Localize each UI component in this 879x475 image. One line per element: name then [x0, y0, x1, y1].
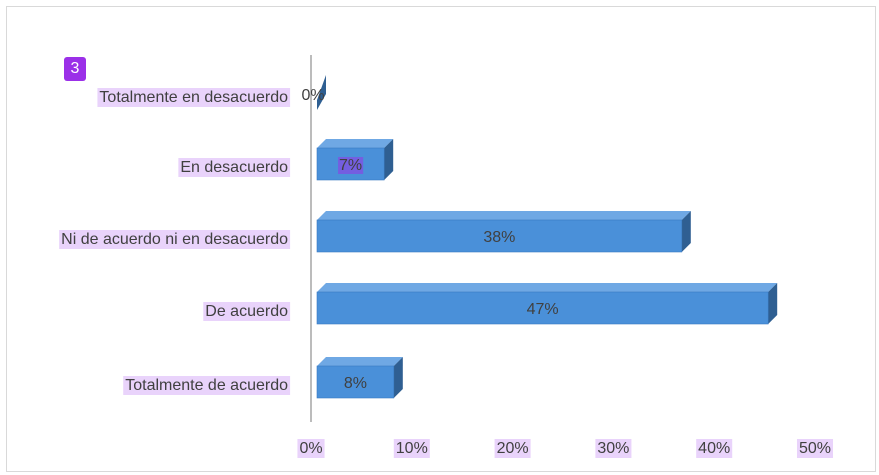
tick-highlight — [696, 439, 733, 458]
label-highlight — [123, 376, 291, 395]
data-label-0: 0% — [301, 87, 324, 104]
category-label-text: De acuerdo — [205, 303, 288, 320]
annotation-badge: 3 — [64, 57, 86, 81]
bar-4 — [316, 357, 403, 399]
bar-side-face — [384, 139, 394, 180]
data-label-4: 8% — [344, 375, 367, 392]
category-label-3: De acuerdo — [203, 302, 291, 321]
bar-0 — [317, 75, 326, 110]
bar-3 — [316, 283, 778, 325]
x-tick-labels: 0% 10% 20% 30% 40% 50% — [297, 439, 834, 458]
data-label-text: 8% — [344, 375, 367, 392]
label-highlight — [203, 302, 291, 321]
data-labels: 0% 7% 38% 47% 8% — [301, 87, 558, 392]
x-tick-label: 0% — [299, 440, 322, 457]
data-label-highlight — [338, 157, 364, 174]
bars-layer — [316, 75, 778, 399]
bar-side-face — [681, 211, 691, 252]
tick-highlight — [595, 439, 632, 458]
bar-side-face — [393, 357, 403, 398]
x-tick-0: 0% — [297, 439, 325, 458]
bar-front-face — [316, 291, 769, 325]
x-tick-label: 40% — [698, 440, 730, 457]
category-label-1: En desacuerdo — [178, 158, 291, 177]
x-tick-label: 10% — [396, 440, 428, 457]
x-tick-2: 20% — [494, 439, 531, 458]
bar-top-face — [317, 283, 778, 292]
label-highlight — [178, 158, 291, 177]
tick-highlight — [393, 439, 430, 458]
data-label-3: 47% — [527, 301, 559, 318]
category-label-0: Totalmente en desacuerdo — [97, 88, 291, 107]
bar-side-face — [768, 283, 778, 324]
x-tick-4: 40% — [696, 439, 733, 458]
label-highlight — [97, 88, 291, 107]
bar-zero-sliver — [317, 75, 326, 110]
bar-top-face — [317, 139, 394, 148]
category-labels: Totalmente en desacuerdo En desacuerdo Ni … — [59, 88, 291, 395]
category-label-2: Ni de acuerdo ni en desacuerdo — [59, 230, 291, 249]
category-label-text: En desacuerdo — [180, 159, 288, 176]
label-highlight — [59, 230, 291, 249]
x-tick-label: 30% — [597, 440, 629, 457]
bar-front-face — [316, 219, 683, 253]
category-label-4: Totalmente de acuerdo — [123, 376, 291, 395]
bar-1 — [316, 139, 394, 181]
data-label-text: 38% — [483, 229, 515, 246]
tick-highlight — [494, 439, 531, 458]
category-label-text: Totalmente de acuerdo — [125, 377, 288, 394]
x-tick-5: 50% — [796, 439, 834, 458]
x-tick-1: 10% — [393, 439, 430, 458]
data-label-text: 47% — [527, 301, 559, 318]
x-tick-label: 20% — [497, 440, 529, 457]
data-label-text: 0% — [301, 87, 324, 104]
category-label-text: Ni de acuerdo ni en desacuerdo — [61, 231, 288, 248]
tick-highlight — [796, 439, 834, 458]
data-label-1: 7% — [338, 157, 364, 174]
data-label-text: 7% — [339, 157, 362, 174]
data-label-2: 38% — [483, 229, 515, 246]
bar-top-face — [317, 357, 403, 366]
x-tick-label: 50% — [799, 440, 831, 457]
bar-2 — [316, 211, 691, 253]
x-tick-3: 30% — [595, 439, 632, 458]
bar-top-face — [317, 211, 691, 220]
tick-highlight — [297, 439, 325, 458]
category-label-text: Totalmente en desacuerdo — [99, 89, 288, 106]
bar-front-face — [316, 365, 395, 399]
